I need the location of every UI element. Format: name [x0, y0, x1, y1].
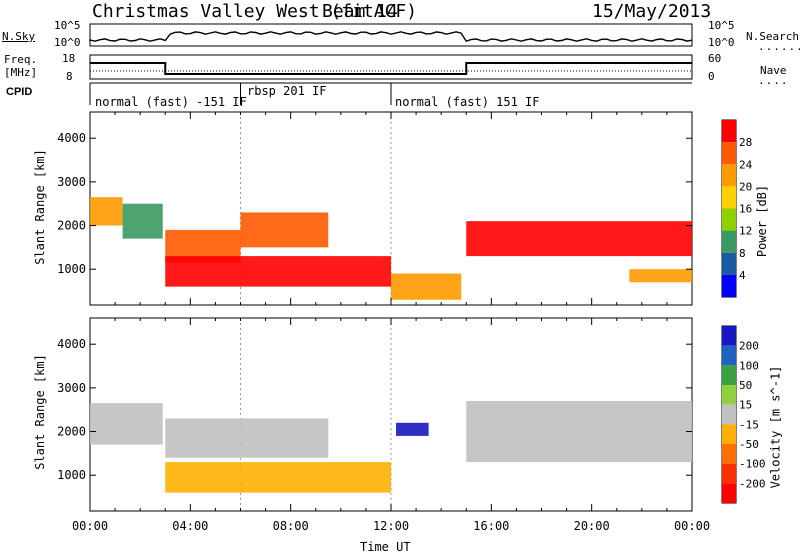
cpid-segment-2: rbsp 201 IF — [247, 84, 327, 98]
power-colorbar-tick: 4 — [739, 269, 746, 282]
velocity-colorbar-swatch — [722, 444, 736, 464]
power-echo-region — [240, 212, 329, 248]
velocity-colorbar-swatch — [722, 365, 736, 385]
power-colorbar-swatch — [722, 120, 736, 143]
velocity-colorbar-swatch — [722, 385, 736, 405]
velocity-colorbar-tick: 100 — [739, 359, 759, 372]
power-ytick-label: 2000 — [57, 219, 86, 233]
power-echo-region — [122, 203, 163, 239]
velocity-colorbar-tick: 15 — [739, 399, 752, 412]
freq-panel-frame — [89, 54, 693, 80]
nsearch-tick-bottom: 10^0 — [708, 36, 735, 49]
date-label: 15/May/2013 — [592, 1, 712, 22]
velocity-colorbar-swatch — [722, 463, 736, 484]
velocity-colorbar-swatch — [722, 326, 736, 346]
power-colorbar-swatch — [722, 252, 736, 275]
velocity-colorbar-tick: 200 — [739, 340, 759, 353]
velocity-colorbar-swatch — [722, 483, 736, 503]
time-tick-label: 08:00 — [273, 519, 309, 533]
power-colorbar-tick: 28 — [739, 136, 752, 149]
power-colorbar-swatch — [722, 230, 736, 253]
nsky-tick-bottom: 10^0 — [54, 36, 81, 49]
nsearch-legend-dots: ........ — [758, 40, 800, 53]
power-colorbar-swatch — [722, 186, 736, 209]
beam-label: Beam 14 — [322, 1, 398, 22]
velocity-echo-region — [396, 422, 429, 436]
nsky-trace — [89, 31, 693, 43]
nave-label: Nave — [760, 64, 787, 77]
power-colorbar-tick: 24 — [739, 158, 753, 171]
velocity-echo-region — [90, 403, 163, 445]
freq-tick-top: 18 — [62, 52, 76, 65]
time-tick-label: 20:00 — [574, 519, 610, 533]
nsky-panel-frame — [89, 23, 693, 47]
time-tick-label: 04:00 — [172, 519, 208, 533]
power-colorbar-tick: 16 — [739, 203, 752, 216]
velocity-echo-region — [165, 418, 329, 458]
power-echo-region — [466, 221, 692, 257]
velocity-echo-region — [165, 462, 391, 493]
time-tick-label: 00:00 — [72, 519, 108, 533]
nsearch-tick-top: 10^5 — [708, 19, 735, 32]
power-colorbar-swatch — [722, 208, 736, 231]
power-colorbar-tick: 20 — [739, 180, 752, 193]
time-tick-label: 12:00 — [373, 519, 409, 533]
frequency-trace — [90, 62, 692, 75]
power-colorbar-swatch — [722, 164, 736, 187]
nave-tick-top: 60 — [708, 52, 722, 65]
nsearch-label: N.Search — [746, 30, 799, 43]
cpid-segment-3: normal (fast) 151 IF — [395, 95, 540, 109]
velocity-ytick-label: 4000 — [57, 337, 86, 351]
time-tick-label: 16:00 — [473, 519, 509, 533]
time-tick-label: 00:00 — [674, 519, 710, 533]
x-axis-label: Time UT — [360, 540, 411, 554]
power-ytick-label: 1000 — [57, 262, 86, 276]
velocity-colorbar-tick: -100 — [739, 458, 766, 471]
velocity-colorbar-swatch — [722, 345, 736, 366]
nsky-label: N.Sky — [2, 30, 36, 43]
power-echo-region — [391, 273, 462, 300]
velocity-ytick-label: 1000 — [57, 468, 86, 482]
velocity-colorbar-tick: -50 — [739, 438, 759, 451]
power-echo-region — [90, 197, 123, 226]
power-colorbar-tick: 8 — [739, 247, 746, 260]
power-colorbar-swatch — [722, 142, 736, 165]
freq-unit: [MHz] — [4, 66, 38, 79]
cpid-label: CPID — [6, 86, 33, 98]
velocity-colorbar-tick: -15 — [739, 418, 759, 431]
power-echo-region — [165, 256, 391, 287]
power-colorbar-tick: 12 — [739, 225, 752, 238]
velocity-colorbar-tick: -200 — [739, 477, 766, 490]
nave-legend-dots: .... — [758, 74, 789, 87]
freq-tick-bottom: 8 — [66, 70, 73, 83]
velocity-colorbar-tick: 50 — [739, 379, 752, 392]
velocity-ytick-label: 3000 — [57, 381, 86, 395]
cpid-segment-1: normal (fast) -151 IF — [95, 95, 247, 109]
power-ytick-label: 3000 — [57, 175, 86, 189]
freq-label: Freq. — [4, 53, 38, 66]
power-ytick-label: 4000 — [57, 131, 86, 145]
nave-tick-bottom: 0 — [708, 70, 715, 83]
velocity-echo-region — [466, 400, 692, 463]
power-echo-region — [629, 269, 692, 283]
velocity-ytick-label: 2000 — [57, 425, 86, 439]
nsky-tick-top: 10^5 — [54, 19, 81, 32]
power-colorbar-swatch — [722, 274, 736, 297]
station-title: Christmas Valley West (fitACF) — [92, 1, 418, 22]
velocity-colorbar-swatch — [722, 424, 736, 444]
velocity-colorbar-swatch — [722, 404, 736, 425]
